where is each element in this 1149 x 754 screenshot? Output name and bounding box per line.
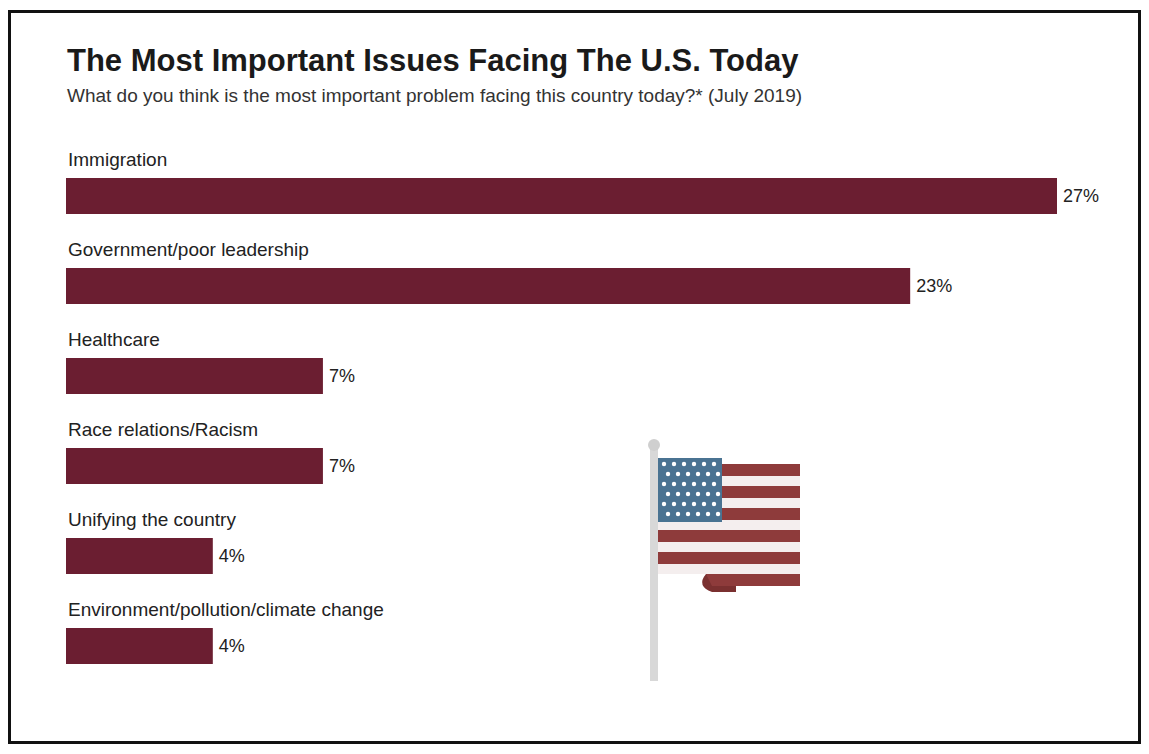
svg-text:27%: 27% (1063, 186, 1099, 206)
svg-text:What do you think is the most: What do you think is the most important … (67, 85, 802, 106)
svg-text:Government/poor leadership: Government/poor leadership (68, 239, 309, 260)
svg-text:Healthcare: Healthcare (68, 329, 160, 350)
svg-text:4%: 4% (219, 636, 245, 656)
svg-text:Race relations/Racism: Race relations/Racism (68, 419, 258, 440)
svg-text:Unifying the country: Unifying the country (68, 509, 236, 530)
svg-text:Environment/pollution/climate: Environment/pollution/climate change (68, 599, 384, 620)
svg-text:7%: 7% (329, 456, 355, 476)
svg-text:Immigration: Immigration (68, 149, 167, 170)
svg-text:7%: 7% (329, 366, 355, 386)
svg-text:4%: 4% (219, 546, 245, 566)
svg-text:23%: 23% (916, 276, 952, 296)
svg-text:The Most Important Issues Faci: The Most Important Issues Facing The U.S… (67, 43, 799, 78)
